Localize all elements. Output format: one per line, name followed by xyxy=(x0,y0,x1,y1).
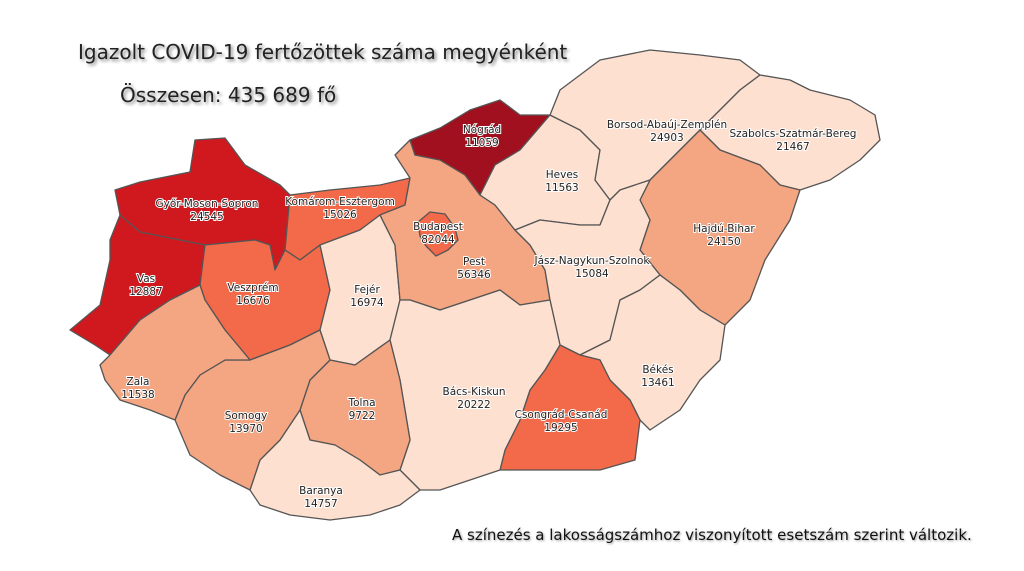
county-name-label: Jász-Nagykun-Szolnok xyxy=(533,255,650,267)
county-name-label: Somogy xyxy=(225,410,268,422)
county-name-label: Heves xyxy=(546,169,579,181)
county-name-label: Pest xyxy=(463,256,485,268)
county-value-label: 14757 xyxy=(304,498,337,510)
county-value-label: 24903 xyxy=(650,132,683,144)
county-budapest xyxy=(417,211,459,257)
county-value-label: 11538 xyxy=(121,389,154,401)
county-name-label: Vas xyxy=(137,273,155,285)
county-value-label: 11563 xyxy=(545,182,578,194)
county-value-label: 15084 xyxy=(575,268,609,280)
county-name-label: Zala xyxy=(127,376,150,388)
county-zala xyxy=(99,284,251,421)
county-name-label: Tolna xyxy=(347,397,375,409)
county-name-label: Nógrád xyxy=(463,124,501,136)
county-value-label: 82044 xyxy=(421,234,455,246)
county-name-label: Győr-Moson-Sopron xyxy=(156,198,259,210)
county-name-label: Komárom-Esztergom xyxy=(285,196,395,208)
county-name-label: Budapest xyxy=(413,221,463,233)
county-name-label: Borsod-Abaúj-Zemplén xyxy=(607,119,727,131)
county-name-label: Csongrád-Csanád xyxy=(515,409,608,421)
county-value-label: 24545 xyxy=(190,211,223,223)
color-note: A színezés a lakosságszámhoz viszonyítot… xyxy=(452,526,972,544)
county-value-label: 13970 xyxy=(229,423,262,435)
county-szabolcs xyxy=(699,74,881,191)
county-value-label: 56346 xyxy=(457,269,491,281)
map-title: Igazolt COVID-19 fertőzöttek száma megyé… xyxy=(78,40,568,64)
total-cases: Összesen: 435 689 fő xyxy=(120,83,337,107)
county-name-label: Szabolcs-Szatmár-Bereg xyxy=(730,128,857,140)
county-value-label: 16974 xyxy=(350,297,384,309)
county-value-label: 16676 xyxy=(236,295,270,307)
county-name-label: Veszprém xyxy=(227,282,278,294)
county-value-label: 11059 xyxy=(465,137,498,149)
county-name-label: Fejér xyxy=(354,284,380,296)
county-name-label: Bács-Kiskun xyxy=(442,386,505,398)
county-value-label: 20222 xyxy=(457,399,490,411)
county-name-label: Hajdú-Bihar xyxy=(693,223,755,235)
county-value-label: 15026 xyxy=(323,209,357,221)
county-value-label: 9722 xyxy=(349,410,376,422)
county-value-label: 12887 xyxy=(129,286,162,298)
county-value-label: 19295 xyxy=(544,422,577,434)
county-value-label: 24150 xyxy=(707,236,740,248)
county-value-label: 13461 xyxy=(641,377,674,389)
county-name-label: Baranya xyxy=(299,485,343,497)
county-name-label: Békés xyxy=(642,364,673,376)
county-value-label: 21467 xyxy=(776,141,809,153)
